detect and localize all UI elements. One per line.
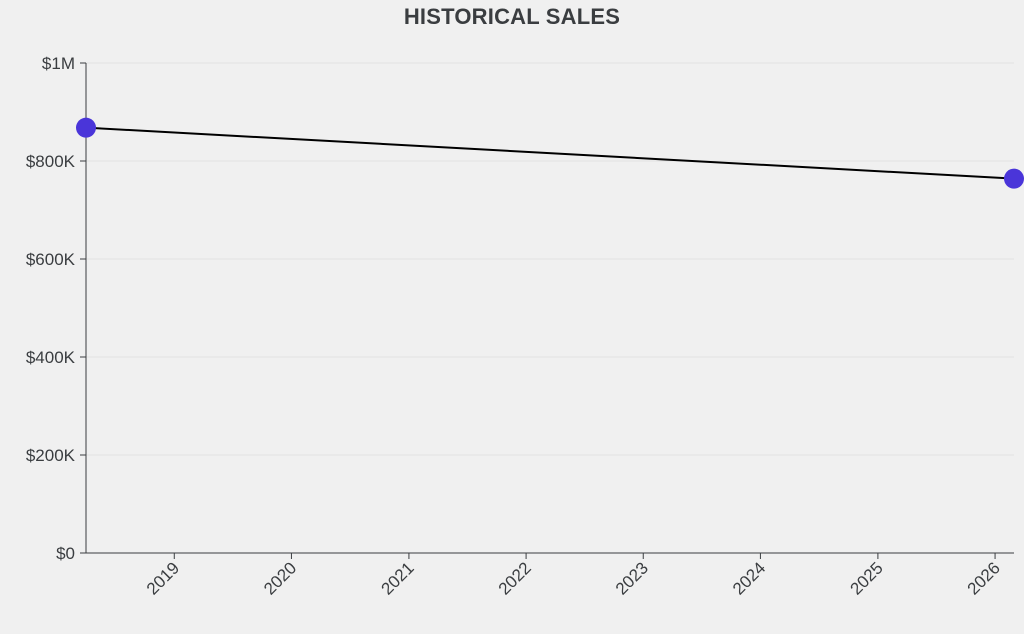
x-tick-label: 2021 [378, 558, 418, 598]
y-tick-label: $1M [42, 54, 75, 73]
x-tick-label: 2026 [964, 558, 1004, 598]
x-tick-label: 2020 [260, 558, 300, 598]
series-line [85, 126, 1015, 180]
y-tick-label: $400K [26, 348, 76, 367]
x-tick-label: 2019 [143, 558, 183, 598]
data-point [76, 117, 96, 138]
y-tick-label: $200K [26, 446, 76, 465]
x-tick-label: 2025 [847, 558, 887, 598]
x-tick-label: 2022 [495, 558, 535, 598]
y-tick-label: $800K [26, 152, 76, 171]
x-tick-label: 2023 [612, 558, 652, 598]
x-tick-label: 2024 [729, 558, 769, 598]
y-tick-label: $0 [56, 544, 75, 563]
data-point [1004, 168, 1024, 189]
y-tick-label: $600K [26, 250, 76, 269]
chart-title: HISTORICAL SALES [403, 4, 621, 29]
